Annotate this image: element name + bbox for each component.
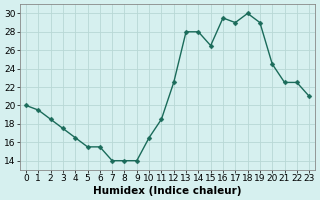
X-axis label: Humidex (Indice chaleur): Humidex (Indice chaleur) — [93, 186, 242, 196]
